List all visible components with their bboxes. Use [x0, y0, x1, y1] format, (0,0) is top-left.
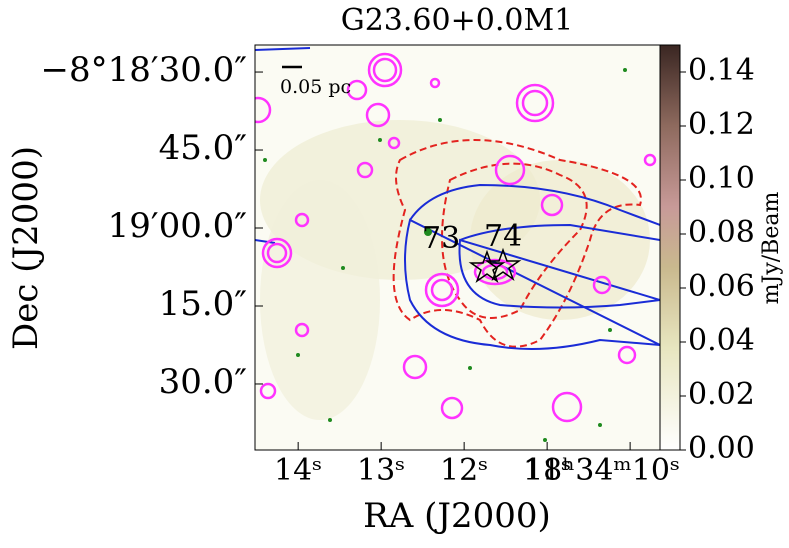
source-label: 73 [422, 221, 460, 256]
colorbar-tick-label: 0.10 [688, 161, 755, 196]
colorbar [659, 44, 681, 451]
x-tick-label: 12ˢ [440, 453, 488, 488]
x-axis-label: RA (J2000) [363, 496, 551, 536]
y-tick-label: 15.0″ [159, 284, 247, 324]
colorbar-tick-label: 0.08 [688, 215, 755, 250]
colorbar-label: mJy/Beam [759, 192, 784, 305]
x-tick-label: 18ʰ34ᵐ10ˢ [524, 453, 680, 488]
scale-bar-label: 0.05 pc [280, 76, 351, 98]
y-tick-label: 45.0″ [159, 128, 247, 168]
image [255, 45, 660, 450]
colorbar-tick-label: 0.04 [688, 323, 755, 358]
x-tick-label: 14ˢ [274, 453, 322, 488]
colorbar-tick-label: 0.02 [688, 377, 755, 412]
colorbar-tick-label: 0.00 [688, 431, 755, 466]
y-tick-label: −8°18′30.0″ [40, 50, 247, 90]
colorbar-tick-label: 0.12 [688, 107, 755, 142]
chart-title: G23.60+0.0M1 [341, 3, 574, 38]
x-tick-label: 11ˢ [523, 453, 571, 488]
colorbar-tick-label: 0.06 [688, 269, 755, 304]
x-tick-label: 13ˢ [357, 453, 405, 488]
y-axis-label: Dec (J2000) [6, 146, 46, 350]
y-tick-label: 30.0″ [159, 362, 247, 402]
source-label: 74 [484, 219, 522, 254]
y-tick-label: 19′00.0″ [108, 206, 247, 246]
colorbar-tick-label: 0.14 [688, 53, 755, 88]
